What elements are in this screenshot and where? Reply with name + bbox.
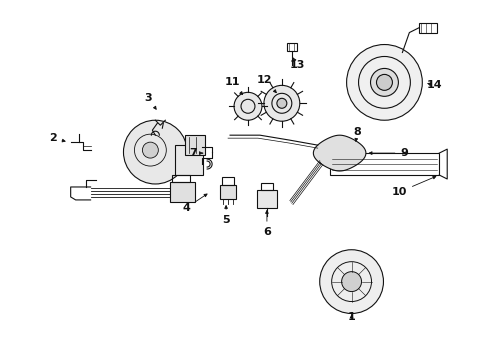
Circle shape bbox=[376, 75, 392, 90]
Circle shape bbox=[123, 120, 187, 184]
Text: 9: 9 bbox=[369, 148, 408, 158]
Circle shape bbox=[335, 148, 344, 158]
Bar bbox=[171, 182, 195, 202]
Text: 8: 8 bbox=[354, 127, 362, 141]
Circle shape bbox=[264, 85, 300, 121]
Text: 5: 5 bbox=[222, 206, 230, 225]
Bar bbox=[222, 177, 234, 185]
Circle shape bbox=[370, 68, 398, 96]
Text: 3: 3 bbox=[145, 93, 156, 109]
Circle shape bbox=[234, 92, 262, 120]
Text: 10: 10 bbox=[392, 176, 436, 197]
Bar bbox=[220, 185, 236, 199]
Circle shape bbox=[277, 98, 287, 108]
Text: 11: 11 bbox=[224, 77, 243, 95]
Text: 14: 14 bbox=[426, 80, 442, 90]
Bar bbox=[419, 23, 437, 32]
Polygon shape bbox=[314, 135, 366, 171]
Bar bbox=[172, 175, 190, 182]
Circle shape bbox=[342, 272, 362, 292]
Text: 2: 2 bbox=[49, 133, 65, 143]
Bar bbox=[330, 153, 439, 175]
Text: 4: 4 bbox=[182, 194, 207, 213]
Bar bbox=[175, 145, 203, 175]
Circle shape bbox=[143, 142, 158, 158]
Text: 1: 1 bbox=[348, 312, 355, 323]
Bar bbox=[257, 190, 277, 208]
Bar bbox=[185, 135, 205, 155]
Bar bbox=[287, 42, 297, 50]
Text: 13: 13 bbox=[290, 58, 305, 71]
Bar bbox=[261, 183, 273, 190]
Circle shape bbox=[346, 45, 422, 120]
Text: 12: 12 bbox=[257, 75, 276, 93]
Text: 7: 7 bbox=[189, 148, 203, 158]
Text: 6: 6 bbox=[263, 211, 271, 237]
Circle shape bbox=[319, 250, 384, 314]
